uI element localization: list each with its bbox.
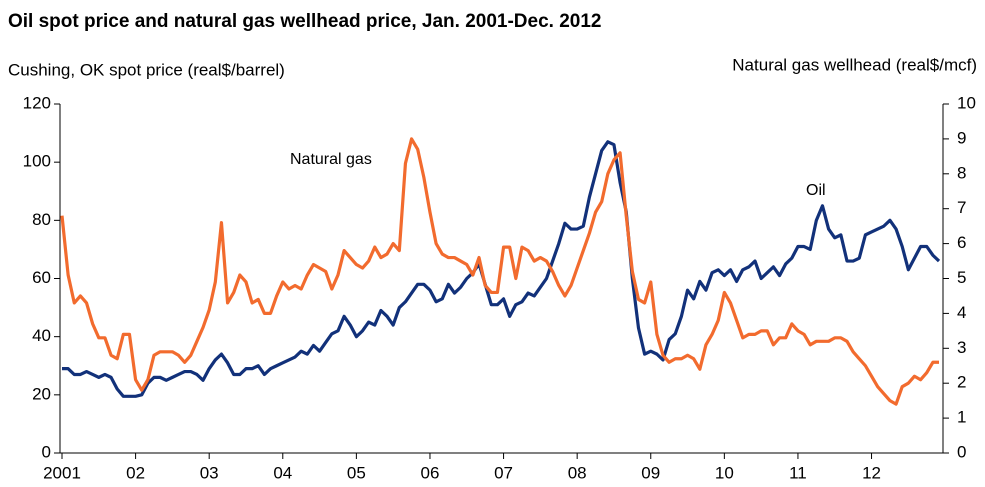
chart-title: Oil spot price and natural gas wellhead … <box>8 11 601 32</box>
series-line <box>60 137 939 406</box>
y2-tick-label: 3 <box>957 338 966 357</box>
y-tick-label: 80 <box>32 210 51 229</box>
x-tick-label: 2001 <box>43 463 81 482</box>
y-tick-label: 20 <box>32 384 51 403</box>
y2-tick-label: 10 <box>957 93 976 112</box>
y-axis-label: Cushing, OK spot price (real$/barrel) <box>8 60 285 79</box>
y2-tick-label: 7 <box>957 198 966 217</box>
x-tick-label: 12 <box>862 463 881 482</box>
y2-axis-label: Natural gas wellhead (real$/mcf) <box>732 55 977 74</box>
x-tick-label: 03 <box>200 463 219 482</box>
x-tick-label: 06 <box>421 463 440 482</box>
y2-tick-label: 1 <box>957 408 966 427</box>
y-tick-label: 120 <box>23 93 51 112</box>
y2-tick-label: 6 <box>957 233 966 252</box>
x-tick-label: 05 <box>347 463 366 482</box>
series-line <box>62 140 941 398</box>
x-tick-label: 10 <box>715 463 734 482</box>
x-tick-label: 08 <box>568 463 587 482</box>
y2-tick-label: 2 <box>957 373 966 392</box>
x-tick-label: 04 <box>273 463 292 482</box>
y-tick-label: 40 <box>32 326 51 345</box>
x-tick-label: 07 <box>494 463 513 482</box>
y-tick-label: 60 <box>32 268 51 287</box>
y2-tick-label: 4 <box>957 303 966 322</box>
x-tick-label: 02 <box>126 463 145 482</box>
y2-tick-label: 8 <box>957 163 966 182</box>
y2-tick-label: 5 <box>957 268 966 287</box>
x-tick-label: 09 <box>641 463 660 482</box>
y2-tick-label: 0 <box>957 442 966 461</box>
y-tick-label: 0 <box>42 442 51 461</box>
y2-tick-label: 9 <box>957 128 966 147</box>
annotation: Oil <box>806 182 826 199</box>
x-tick-label: 11 <box>789 463 807 482</box>
y-tick-label: 100 <box>23 152 51 171</box>
annotation: Natural gas <box>290 151 372 168</box>
